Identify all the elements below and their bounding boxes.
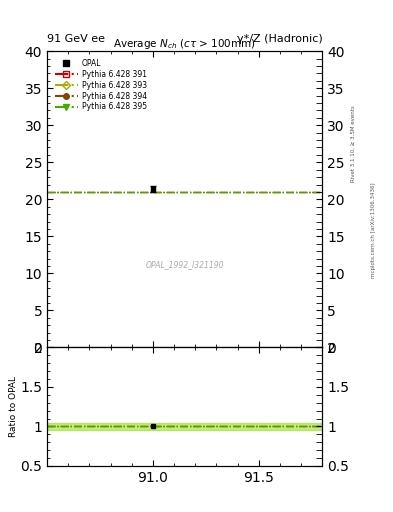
Title: Average $N_{ch}$ ($c\tau$ > 100mm): Average $N_{ch}$ ($c\tau$ > 100mm) (113, 37, 256, 51)
Legend: OPAL, Pythia 6.428 391, Pythia 6.428 393, Pythia 6.428 394, Pythia 6.428 395: OPAL, Pythia 6.428 391, Pythia 6.428 393… (51, 55, 151, 115)
Text: OPAL_1992_I321190: OPAL_1992_I321190 (145, 260, 224, 269)
Text: 91 GeV ee: 91 GeV ee (47, 33, 105, 44)
Bar (47, 423, 322, 430)
Text: Rivet 3.1.10, ≥ 3.5M events: Rivet 3.1.10, ≥ 3.5M events (351, 105, 356, 182)
Y-axis label: Ratio to OPAL: Ratio to OPAL (9, 376, 18, 437)
Text: γ*/Z (Hadronic): γ*/Z (Hadronic) (237, 33, 322, 44)
Text: mcplots.cern.ch [arXiv:1306.3436]: mcplots.cern.ch [arXiv:1306.3436] (371, 183, 376, 278)
